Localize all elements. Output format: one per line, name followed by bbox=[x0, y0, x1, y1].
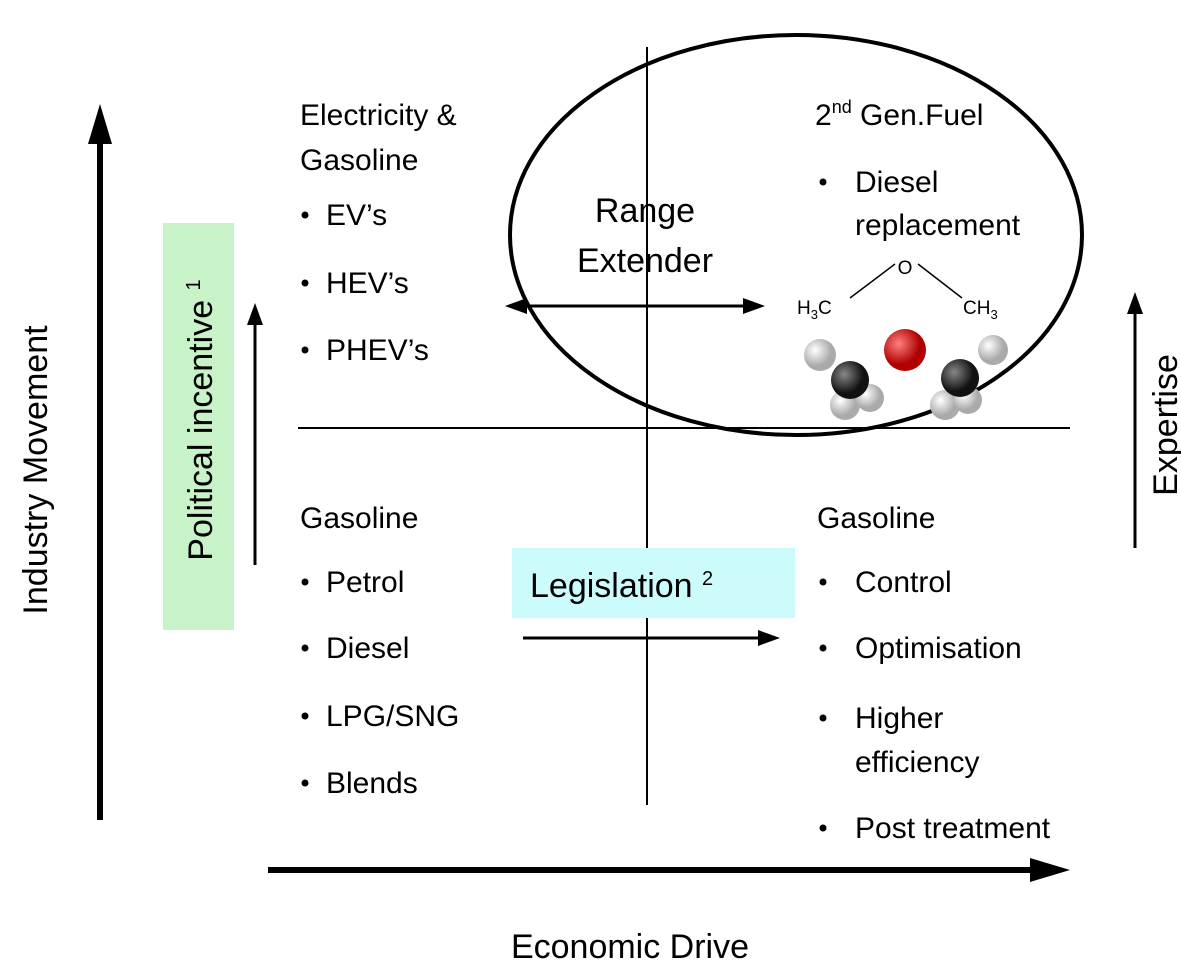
list-item: HEV’s bbox=[326, 267, 409, 300]
expertise-label: Expertise bbox=[1147, 354, 1181, 496]
quadrant-title: Gasoline bbox=[300, 144, 418, 177]
bond bbox=[917, 263, 963, 299]
title-part: 2 bbox=[815, 99, 832, 132]
molecule: O H3C CH3 bbox=[797, 258, 1008, 420]
list-item: PHEV’s bbox=[326, 334, 429, 367]
x-axis-label: Economic Drive bbox=[511, 928, 749, 966]
arrow-head bbox=[88, 104, 112, 144]
atom-label: O bbox=[898, 258, 913, 279]
list-item: replacement bbox=[855, 209, 1021, 242]
atom-ball bbox=[978, 335, 1008, 365]
bullet bbox=[301, 644, 309, 652]
atom: CH bbox=[963, 298, 990, 319]
arrow-head bbox=[505, 298, 527, 314]
range-extender-line: Range bbox=[595, 192, 695, 230]
political-label: Political incentive 1 bbox=[182, 279, 220, 560]
highlight-ellipse bbox=[508, 33, 1084, 437]
list-item: LPG/SNG bbox=[326, 700, 459, 733]
atom-label: CH3 bbox=[963, 298, 998, 322]
list-item: Blends bbox=[326, 767, 418, 800]
list-item: efficiency bbox=[855, 746, 980, 779]
list-item: Control bbox=[855, 566, 952, 599]
bond bbox=[849, 263, 896, 299]
arrow-head bbox=[758, 630, 780, 646]
bullet bbox=[301, 779, 309, 787]
list-item: Post treatment bbox=[855, 812, 1051, 845]
bullet bbox=[819, 714, 827, 722]
arrow-head bbox=[247, 303, 263, 325]
legislation-box bbox=[512, 548, 795, 618]
quadrant-title: Gasoline bbox=[300, 502, 418, 535]
bullet bbox=[301, 279, 309, 287]
bullet bbox=[301, 346, 309, 354]
atom-sub: 3 bbox=[990, 307, 997, 322]
atom-sub: 3 bbox=[811, 307, 818, 322]
list-item: Optimisation bbox=[855, 632, 1022, 665]
bullet bbox=[819, 644, 827, 652]
list-item: Diesel bbox=[855, 166, 938, 199]
bullet bbox=[301, 578, 309, 586]
arrow-head bbox=[1127, 292, 1143, 314]
atom-ball bbox=[930, 390, 960, 420]
title-part: Gen.Fuel bbox=[852, 99, 984, 132]
y-axis-label: Industry Movement bbox=[17, 325, 55, 615]
atom-ball bbox=[804, 339, 836, 371]
quadrant-title: Electricity & bbox=[300, 99, 457, 132]
political-sup: 1 bbox=[183, 279, 205, 290]
political-text: Political incentive bbox=[182, 290, 220, 560]
political-box bbox=[163, 223, 234, 630]
title-sup: nd bbox=[832, 97, 852, 117]
atom-ball bbox=[884, 329, 926, 371]
list-item: Higher bbox=[855, 702, 943, 735]
lists: EV’s HEV’s PHEV’s Petrol Diesel LPG/SNG Blends… bbox=[301, 199, 1051, 845]
atom: H bbox=[797, 298, 811, 319]
arrows bbox=[88, 104, 1143, 882]
quadrant-title: Gasoline bbox=[817, 502, 935, 535]
bullet bbox=[819, 824, 827, 832]
quadrant-title: 2nd Gen.Fuel bbox=[815, 97, 983, 132]
legislation-label: Legislation 2 bbox=[530, 567, 713, 605]
legislation-text: Legislation bbox=[530, 567, 702, 605]
arrow-head bbox=[1030, 858, 1070, 882]
bullet bbox=[819, 578, 827, 586]
list-item: Petrol bbox=[326, 566, 404, 599]
list-item: Diesel bbox=[326, 632, 409, 665]
atom: C bbox=[818, 298, 832, 319]
arrow-head bbox=[743, 298, 765, 314]
bullet bbox=[819, 178, 827, 186]
atom-ball bbox=[941, 359, 979, 397]
legislation-sup: 2 bbox=[702, 568, 713, 590]
atom-ball bbox=[831, 361, 869, 399]
range-extender-line: Extender bbox=[577, 242, 713, 280]
list-item: EV’s bbox=[326, 199, 387, 232]
bullet bbox=[301, 712, 309, 720]
bullet bbox=[301, 211, 309, 219]
atom-label: H3C bbox=[797, 298, 832, 322]
